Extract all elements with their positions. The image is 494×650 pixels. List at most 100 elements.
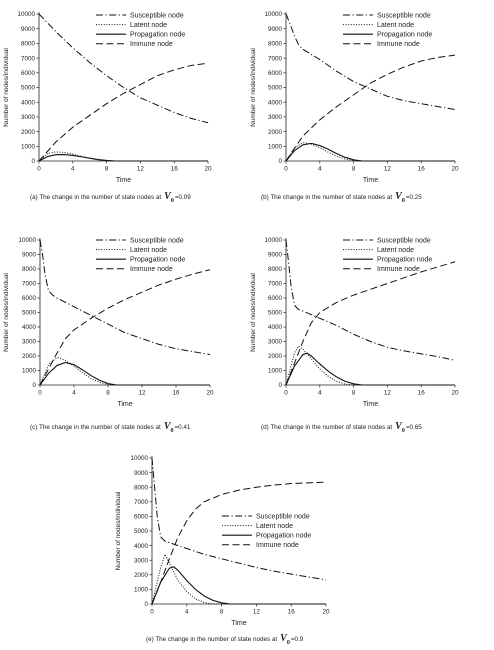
y-tick-label: 2000 <box>134 572 149 579</box>
legend-label: Propagation node <box>377 32 432 39</box>
y-tick-label: 1000 <box>268 368 283 375</box>
series-line-susceptible-node <box>38 13 209 124</box>
x-tick-label: 16 <box>288 609 296 616</box>
legend-label: Immune node <box>377 266 420 273</box>
x-tick-label: 4 <box>72 390 76 397</box>
y-tick-label: 1000 <box>134 587 149 594</box>
x-tick-label: 12 <box>137 166 145 173</box>
y-tick-label: 8000 <box>21 41 36 48</box>
legend: Susceptible node Latent node Propagation n… <box>222 513 311 549</box>
y-tick-label: 7000 <box>268 55 283 62</box>
series-line-susceptible-node <box>285 13 456 111</box>
legend-label: Immune node <box>377 41 420 48</box>
y-tick-label: 1000 <box>268 144 283 151</box>
legend-label: Propagation node <box>256 533 311 540</box>
series-line-latent-node <box>39 356 210 386</box>
series-line-susceptible-node <box>39 239 211 356</box>
caption-text: (d) The change in the number of state no… <box>261 424 393 431</box>
legend: Susceptible node Latent node Propagation n… <box>343 12 432 48</box>
series-line-propagation-node <box>285 352 455 386</box>
x-tick-label: 16 <box>418 390 426 397</box>
series-line-immune-node <box>38 62 209 162</box>
y-tick-label: 1000 <box>21 144 36 151</box>
x-tick-label: 4 <box>71 166 75 173</box>
x-tick-label: 16 <box>418 166 426 173</box>
y-tick-label: 3000 <box>268 114 283 121</box>
x-axis-label: Time <box>363 177 378 184</box>
x-axis-label: Time <box>363 401 378 408</box>
y-tick-label: 9000 <box>21 26 36 33</box>
y-tick-label: 3000 <box>268 339 283 346</box>
v0-symbol: V0 <box>164 191 174 204</box>
y-tick-label: 5000 <box>268 310 283 317</box>
legend-label: Immune node <box>256 542 299 549</box>
chart-panel-a: 0 4 8 12 16 20 0 1000 2000 3000 4000 5000 6000 7000 80… <box>0 0 247 210</box>
y-tick-label: 8000 <box>268 266 283 273</box>
chart-d: 0 4 8 12 16 20 0 1000 2000 3000 4000 5000 6000 7000 80… <box>250 237 459 408</box>
v0-symbol: V0 <box>163 421 174 434</box>
y-tick-label: 0 <box>144 601 148 608</box>
x-tick-label: 12 <box>384 166 392 173</box>
x-tick-label: 12 <box>253 609 261 616</box>
y-tick-label: 0 <box>278 158 282 165</box>
y-tick-label: 6000 <box>268 70 283 77</box>
caption-d: (d) The change in the number of state no… <box>261 421 422 434</box>
caption-b: (b) The change in the number of state no… <box>261 191 422 204</box>
x-tick-label: 4 <box>318 390 322 397</box>
y-tick-label: 8000 <box>268 41 283 48</box>
legend-label: Latent node <box>377 22 414 29</box>
legend-label: Propagation node <box>130 257 185 264</box>
x-tick-label: 0 <box>284 166 288 173</box>
y-axis-label: Number of nodes/individual <box>3 48 10 127</box>
caption-text: (a) The change in the number of state no… <box>30 194 162 201</box>
y-tick-label: 10000 <box>18 237 36 244</box>
x-tick-label: 8 <box>352 390 356 397</box>
v0-value: =0.25 <box>405 194 422 201</box>
v0-symbol: V0 <box>280 633 290 646</box>
y-tick-label: 7000 <box>134 499 149 506</box>
series-line-latent-node <box>38 151 208 162</box>
legend-label: Latent node <box>130 22 167 29</box>
series-line-latent-node <box>285 345 455 386</box>
y-tick-label: 2000 <box>22 353 37 360</box>
legend-label: Immune node <box>130 41 173 48</box>
series-line-latent-node <box>285 142 455 162</box>
y-tick-label: 7000 <box>22 281 37 288</box>
x-axis-label: Time <box>117 401 132 408</box>
y-axis-label: Number of nodes/individual <box>115 491 122 570</box>
series-line-immune-node <box>285 54 456 162</box>
x-tick-label: 20 <box>204 166 212 173</box>
legend: Susceptible node Latent node Propagation n… <box>96 12 185 48</box>
y-tick-label: 9000 <box>268 252 283 259</box>
x-tick-label: 0 <box>37 166 41 173</box>
y-tick-label: 3000 <box>134 557 149 564</box>
x-tick-label: 0 <box>38 390 42 397</box>
y-axis-label: Number of nodes/individual <box>250 273 257 352</box>
chart-c: 0 4 8 12 16 20 0 1000 2000 3000 4000 5000 6000 7000 80… <box>3 237 214 408</box>
series-line-latent-node <box>151 553 326 605</box>
y-tick-label: 5000 <box>22 310 37 317</box>
legend: Susceptible node Latent node Propagation n… <box>343 237 432 273</box>
y-tick-label: 0 <box>32 382 36 389</box>
y-tick-label: 4000 <box>134 543 149 550</box>
v0-value: =0.9 <box>290 636 304 643</box>
caption-text: (e) The change in the number of state no… <box>146 636 278 643</box>
chart-panel-e: 0 4 8 12 16 20 0 1000 2000 3000 4000 5000 6000 7000 80… <box>112 448 382 650</box>
chart-b: 0 4 8 12 16 20 0 1000 2000 3000 4000 5000 6000 7000 80… <box>250 11 459 184</box>
y-axis-label: Number of nodes/individual <box>250 48 257 127</box>
y-tick-label: 6000 <box>134 514 149 521</box>
x-tick-label: 20 <box>451 166 459 173</box>
chart-a: 0 4 8 12 16 20 0 1000 2000 3000 4000 5000 6000 7000 80… <box>3 11 212 184</box>
x-tick-label: 4 <box>185 609 189 616</box>
legend: Susceptible node Latent node Propagation n… <box>96 237 185 273</box>
series-line-propagation-node <box>39 361 210 386</box>
y-tick-label: 0 <box>31 158 35 165</box>
y-tick-label: 6000 <box>22 295 37 302</box>
y-tick-label: 6000 <box>268 295 283 302</box>
series-line-propagation-node <box>38 153 208 162</box>
v0-symbol: V0 <box>395 421 405 434</box>
series-line-propagation-node <box>151 566 326 605</box>
chart-e: 0 4 8 12 16 20 0 1000 2000 3000 4000 5000 6000 7000 80… <box>115 455 330 627</box>
y-tick-label: 1000 <box>22 368 37 375</box>
caption-e: (e) The change in the number of state no… <box>146 633 303 646</box>
